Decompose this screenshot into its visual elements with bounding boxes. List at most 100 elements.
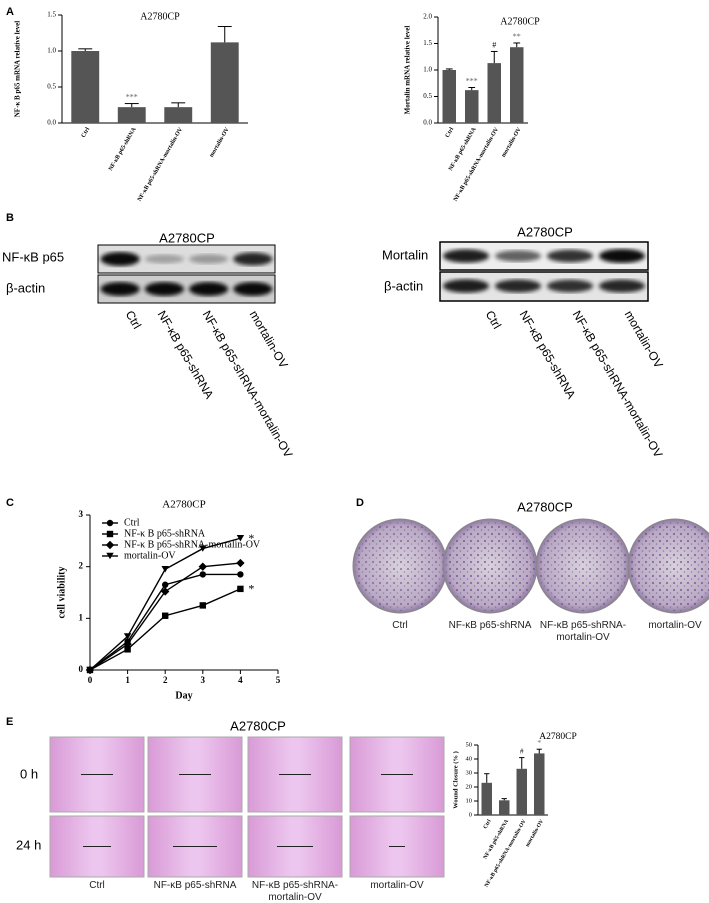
blot-row-label: Mortalin	[382, 247, 428, 262]
blot-images	[97, 241, 649, 304]
y-tick-label: 40	[466, 755, 473, 762]
colony-dots	[445, 521, 535, 611]
blot-band	[494, 250, 542, 262]
chart-title: A2780CP	[140, 11, 180, 22]
legend-label: mortalin-OV	[124, 550, 176, 561]
x-tick-label: 4	[238, 675, 243, 685]
blot-lane-label: Ctrl	[123, 308, 144, 331]
point	[86, 666, 94, 674]
x-tick-label: NF-κB p65-shRNA-mortalin-OV	[453, 126, 501, 202]
blot-band	[233, 252, 273, 266]
y-tick-label: 0.0	[423, 119, 432, 127]
colony-dots	[630, 521, 709, 611]
bar	[117, 107, 146, 123]
blot-band	[598, 279, 646, 293]
blot-band	[144, 254, 185, 264]
bar	[510, 47, 524, 123]
blot-band	[546, 249, 594, 263]
panel-label: A	[6, 6, 14, 18]
x-tick-label: mortalin-OV	[209, 126, 231, 158]
bar	[534, 753, 545, 815]
colony-dots	[538, 521, 628, 611]
significance-marker: *	[248, 582, 254, 596]
blot-title: A2780CP	[159, 230, 215, 245]
blot-lane-label: NF-κB p65-shRNA	[517, 308, 579, 401]
blot-row-label: β-actin	[6, 280, 45, 295]
wound-label: mortalin-OV	[370, 880, 424, 891]
point	[199, 602, 206, 609]
y-tick-label: 1	[79, 612, 84, 622]
chart-title: A2780CP	[539, 732, 576, 742]
bar	[487, 63, 501, 123]
bar	[164, 107, 193, 123]
significance-marker: *	[248, 531, 254, 545]
blot-lane-label: mortalin-OV	[247, 308, 291, 370]
point	[237, 571, 244, 578]
blot-band	[188, 254, 229, 264]
point	[162, 612, 169, 619]
y-tick-label: 20	[466, 783, 473, 790]
blot-lane-label: NF-κB p65-shRNA-mortalin-OV	[570, 308, 666, 460]
blot-lane-label: NF-κB p65-shRNA-mortalin-OV	[200, 308, 296, 460]
colony-title: A2780CP	[517, 499, 573, 514]
x-tick-label: Ctrl	[445, 126, 456, 139]
point	[199, 571, 206, 578]
significance-marker: ***	[126, 92, 138, 101]
panel-label: B	[6, 212, 14, 224]
point	[198, 562, 207, 571]
panel-label: D	[356, 497, 364, 509]
point	[123, 633, 132, 640]
point	[199, 545, 207, 552]
y-tick-label: 1.5	[423, 39, 432, 47]
y-tick-label: 0.5	[47, 83, 56, 91]
x-tick-label: 2	[163, 675, 168, 685]
wound-images	[49, 736, 445, 878]
bar	[442, 70, 456, 123]
x-tick-label: 5	[276, 675, 281, 685]
point	[161, 566, 169, 573]
legend-marker	[105, 540, 115, 550]
blot-band	[546, 279, 594, 293]
wound-row-label: 24 h	[16, 837, 41, 852]
y-tick-label: 1.5	[47, 11, 56, 19]
blot-lane-label: Ctrl	[483, 308, 504, 331]
legend-marker	[106, 552, 114, 560]
x-tick-label: mortalin-OV	[501, 126, 523, 158]
blot-lane-label: mortalin-OV	[622, 308, 666, 370]
colony-label: mortalin-OV	[648, 620, 702, 631]
blot-band	[598, 249, 646, 263]
y-tick-label: 2	[79, 561, 84, 571]
point	[161, 587, 170, 596]
significance-marker: *	[537, 738, 541, 747]
legend-label: NF-κ B p65-shRNA-mortalin-OV	[124, 539, 261, 550]
y-tick-label: 0	[469, 811, 472, 818]
bar	[481, 782, 492, 815]
y-tick-label: 3	[79, 509, 84, 519]
x-tick-label: NF-κB p65-shRNA-mortalin-OV	[137, 126, 185, 202]
blot-row-label: NF-κB p65	[2, 249, 64, 264]
colony-label: NF-κB p65-shRNA-mortalin-OV	[539, 620, 627, 643]
bar	[210, 42, 239, 123]
y-tick-label: 0.0	[47, 119, 56, 127]
legend-marker	[106, 519, 114, 527]
significance-marker: ***	[466, 76, 478, 85]
colony-label: NF-κB p65-shRNA	[448, 620, 532, 631]
blot-band	[188, 282, 229, 296]
y-tick-label: 0	[79, 664, 84, 674]
blot-row-label: β-actin	[384, 278, 423, 293]
y-axis-label: NF-κ B p65 mRNA relative level	[14, 21, 22, 118]
point	[236, 535, 245, 542]
point	[162, 581, 169, 588]
y-tick-label: 1.0	[47, 47, 56, 55]
wound-row-label: 0 h	[20, 766, 38, 781]
point	[236, 558, 245, 568]
chart-title: A2780CP	[500, 16, 540, 27]
bar	[499, 800, 510, 815]
x-axis-label: Day	[175, 690, 192, 701]
blot-band	[100, 282, 140, 296]
wound-label: NF-κB p65-shRNA-mortalin-OV	[251, 880, 339, 903]
wound-label: Ctrl	[89, 880, 105, 891]
y-axis-label: Wound Closure (% )	[452, 751, 459, 809]
